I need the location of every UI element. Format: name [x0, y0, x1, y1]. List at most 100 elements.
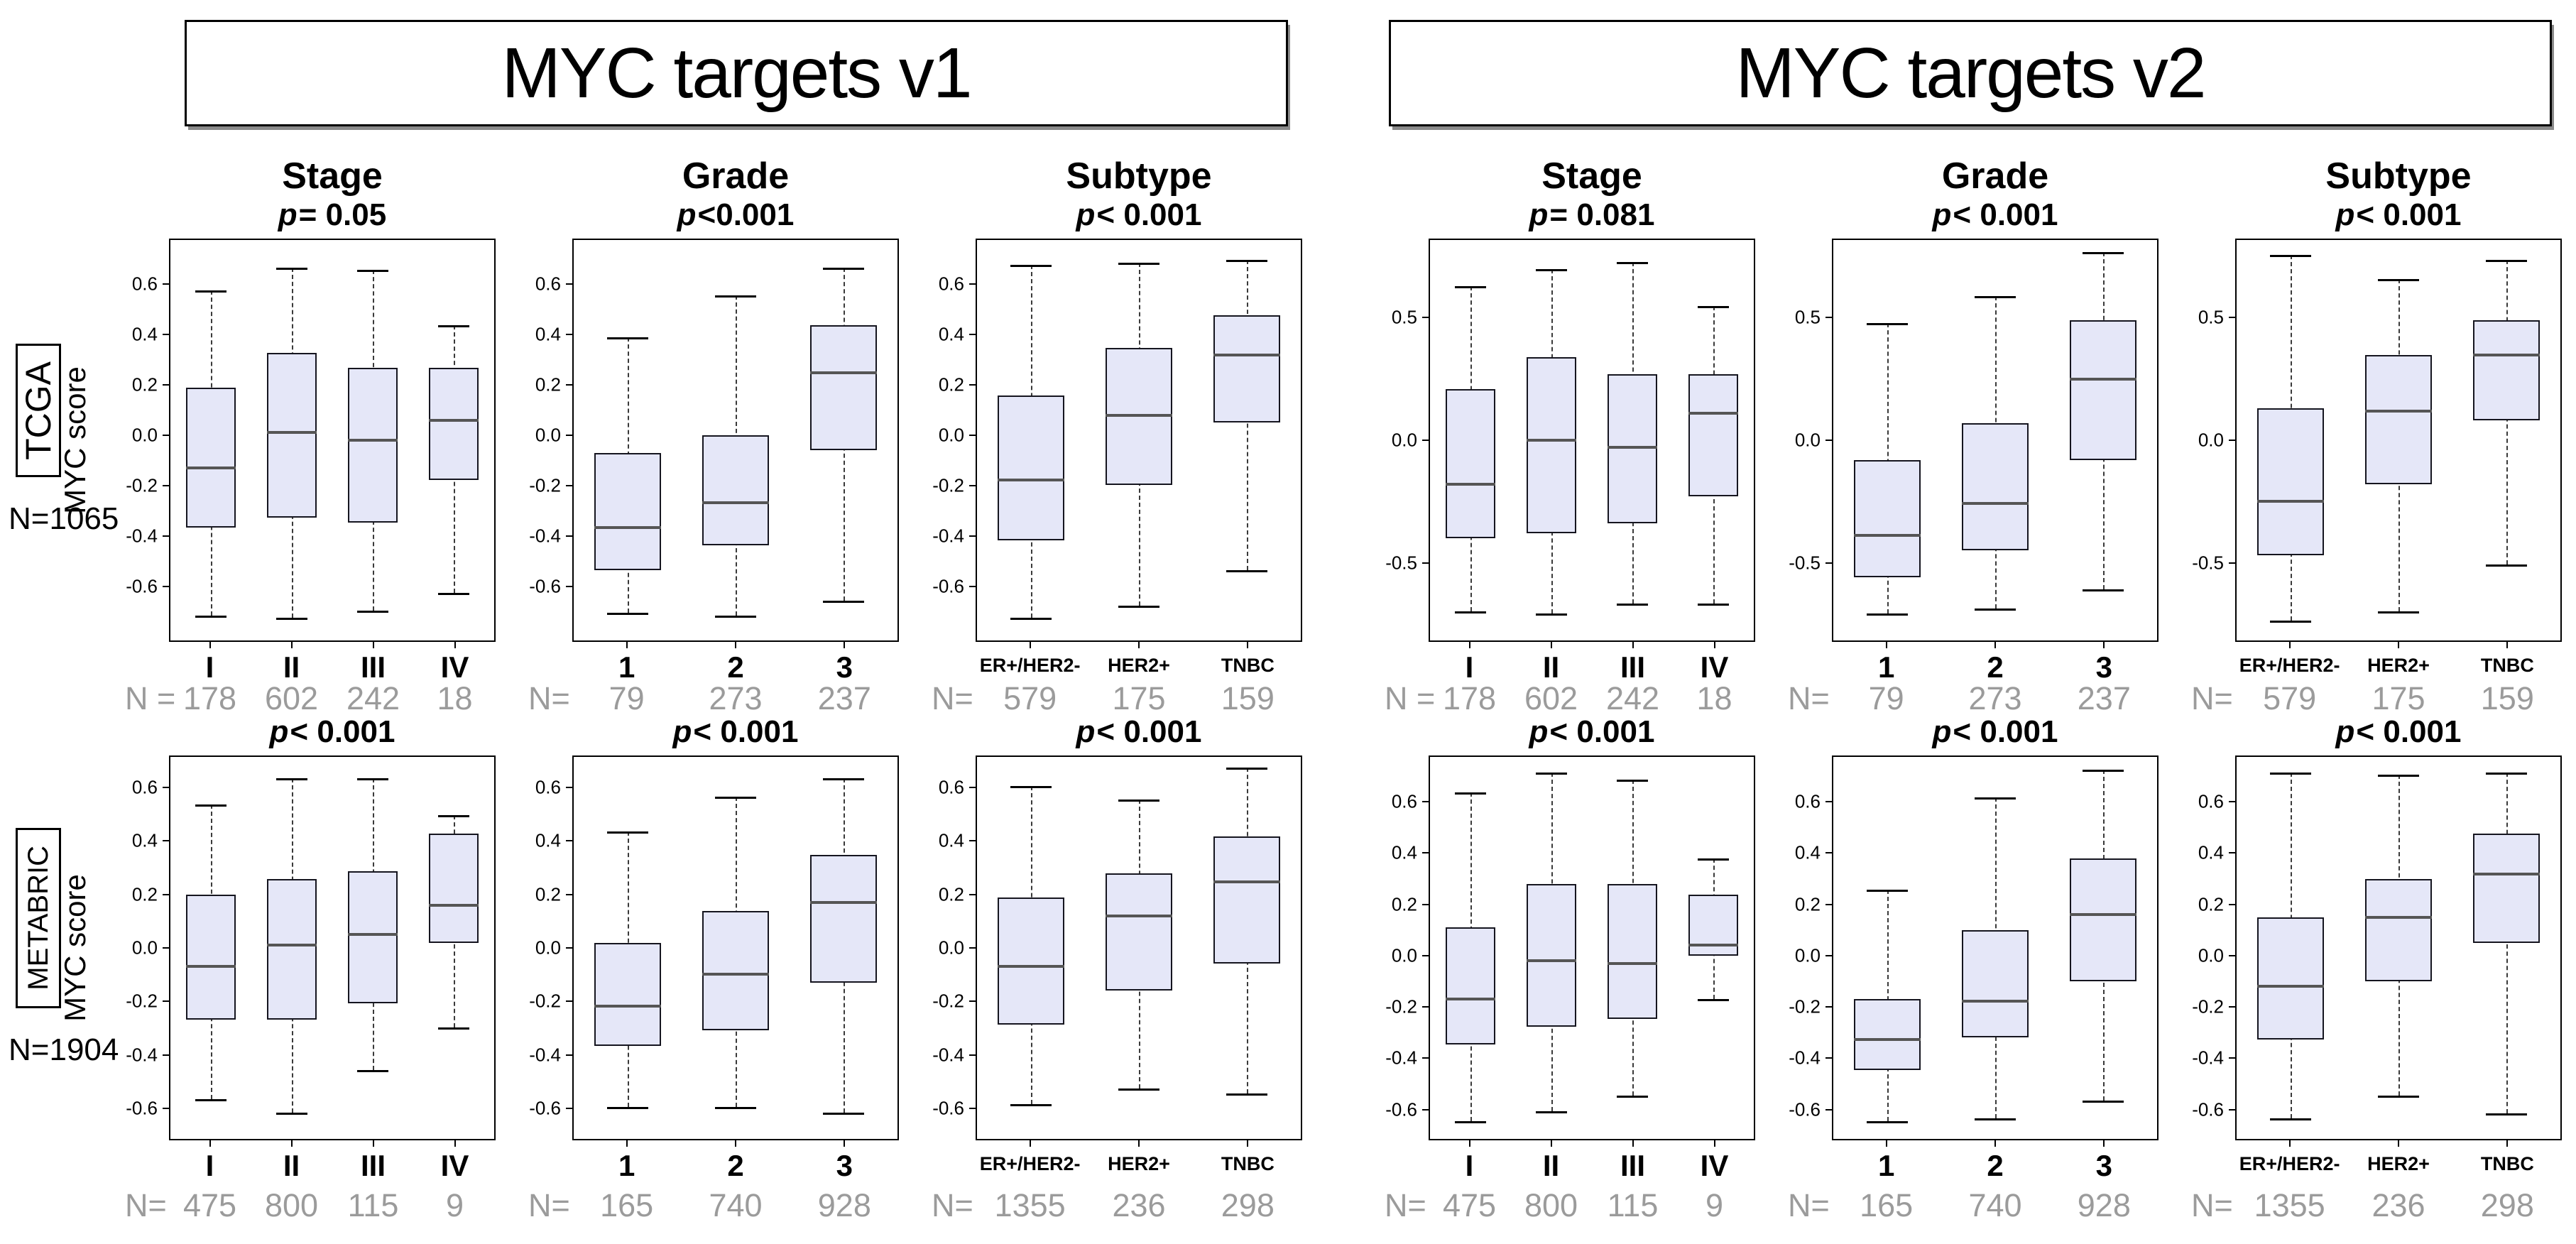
- y-axis-tick-mark: [1825, 1108, 1832, 1111]
- x-axis-tick-mark: [454, 1140, 456, 1147]
- median-line: [1853, 534, 1921, 538]
- y-axis-tick-label: 0.0: [938, 937, 964, 959]
- y-axis-tick-label: 0.2: [938, 373, 964, 395]
- category-label: HER2+: [1108, 1153, 1170, 1174]
- box: [347, 871, 398, 1004]
- y-axis-tick-mark: [566, 535, 572, 537]
- median-line: [1105, 413, 1173, 417]
- y-axis-tick-mark: [1825, 903, 1832, 905]
- y-axis-tick-mark: [163, 1000, 169, 1003]
- y-axis-tick-mark: [1825, 1006, 1832, 1008]
- sample-size-value: 79: [1868, 680, 1904, 716]
- whisker-cap-upper: [1455, 286, 1486, 289]
- y-axis-tick-label: -0.2: [2192, 995, 2224, 1017]
- sample-size-value: 237: [817, 680, 871, 716]
- column-header-stage-v1: Stage: [282, 156, 383, 197]
- p-symbol: p: [269, 714, 289, 749]
- whisker-cap-lower: [1010, 618, 1052, 621]
- x-axis-tick-mark: [1550, 642, 1552, 648]
- y-axis-tick-label: 0.6: [1391, 790, 1417, 812]
- y-axis-tick-mark: [969, 484, 976, 486]
- plot-area: [169, 755, 496, 1140]
- category-label: 1: [1877, 650, 1895, 684]
- column-header-subtype-v1: Subtype: [1066, 156, 1212, 197]
- y-axis-tick-mark: [163, 1107, 169, 1109]
- y-axis-tick-mark: [2229, 801, 2235, 803]
- p-symbol: p: [672, 714, 692, 749]
- sample-size-value: 298: [2480, 1187, 2534, 1223]
- boxplot-panel-metabric-v2-stage: p < 0.001 0.6 0.4 0.2 0.0 -0.2 -0.4 -0.6 I II II…: [1380, 714, 1755, 1224]
- x-axis-tick-mark: [2103, 642, 2105, 648]
- median-line: [1445, 482, 1496, 486]
- whisker-cap-lower: [2083, 1101, 2124, 1103]
- x-axis-tick-mark: [454, 642, 456, 648]
- p-value-label: p < 0.001: [1076, 714, 1202, 749]
- category-label: HER2+: [2367, 1153, 2430, 1174]
- p-symbol: p: [1076, 197, 1096, 232]
- category-label: ER+/HER2-: [979, 655, 1081, 676]
- category-label: TNBC: [1221, 1153, 1275, 1174]
- x-axis-tick-mark: [1713, 1140, 1715, 1147]
- x-axis-tick-mark: [1468, 1140, 1470, 1147]
- whisker-cap-lower: [2378, 1096, 2419, 1098]
- whisker-cap-lower: [1698, 604, 1729, 606]
- whisker-cap-upper: [357, 270, 388, 273]
- y-axis-tick-mark: [566, 840, 572, 842]
- median-line: [1526, 439, 1577, 442]
- x-axis-labels: ER+/HER2- HER2+ TNBC: [2235, 642, 2562, 676]
- plot-area: [572, 239, 899, 642]
- sample-sizes: N = 178 602 242 18: [1385, 676, 1755, 717]
- sample-sizes: N = 178 602 242 18: [125, 676, 496, 717]
- whisker-cap-upper: [2486, 259, 2527, 262]
- y-axis-tick-label: 0.2: [131, 883, 158, 905]
- y-axis-tick-mark: [1422, 562, 1429, 564]
- y-axis-tick-mark: [1422, 1057, 1429, 1059]
- median-line: [702, 973, 770, 976]
- y-axis-tick-label: -0.6: [932, 1097, 964, 1119]
- whisker-cap-lower: [1698, 998, 1729, 1001]
- median-line: [1445, 997, 1496, 1000]
- y-axis: 0.6 0.4 0.2 0.0 -0.2 -0.4 -0.6: [1380, 755, 1429, 1140]
- whisker-cap-upper: [1698, 858, 1729, 861]
- median-line: [594, 526, 662, 530]
- box: [347, 367, 398, 523]
- plot-area: [1832, 755, 2159, 1140]
- x-axis-labels: I II III IV: [169, 642, 496, 684]
- y-axis-tick-label: -0.4: [529, 525, 561, 547]
- whisker-cap-lower: [2270, 1118, 2311, 1121]
- whisker-cap-upper: [1455, 792, 1486, 795]
- y-axis-tick-mark: [1422, 852, 1429, 854]
- y-axis-tick-label: 0.6: [938, 273, 964, 295]
- median-line: [2472, 353, 2540, 356]
- category-label: 1: [618, 1149, 635, 1182]
- y-axis-tick-mark: [566, 484, 572, 486]
- sample-size-value: 1355: [994, 1187, 1066, 1223]
- x-axis-tick-mark: [2506, 1140, 2509, 1147]
- median-line: [1213, 354, 1281, 357]
- p-value-label: p < 0.001: [1529, 714, 1655, 749]
- box: [185, 895, 236, 1020]
- whisker-cap-lower: [1010, 1104, 1052, 1107]
- whisker-cap-upper: [357, 778, 388, 780]
- y-axis-tick-label: 0.6: [131, 776, 158, 798]
- y-axis-tick-label: 0.6: [535, 273, 561, 295]
- y-axis-tick-mark: [566, 383, 572, 386]
- whisker-cap-lower: [357, 610, 388, 613]
- category-label: 3: [2095, 1149, 2113, 1182]
- category-label: III: [1620, 1149, 1646, 1182]
- sample-size-value: 242: [1605, 680, 1660, 716]
- cohort-gutter-tcga: TCGA N=1065 MYC score: [9, 239, 119, 642]
- whisker-line: [2506, 772, 2508, 1114]
- y-axis-tick-label: -0.4: [2192, 1047, 2224, 1069]
- sample-size-value: 800: [264, 1187, 319, 1223]
- median-line: [1213, 880, 1281, 883]
- whisker-cap-lower: [1536, 613, 1567, 616]
- sample-size-value: 602: [264, 680, 319, 716]
- y-axis-tick-label: -0.4: [1789, 1047, 1821, 1069]
- category-label: 2: [727, 1149, 744, 1182]
- x-axis-tick-mark: [290, 1140, 293, 1147]
- sample-size-prefix: N=: [528, 680, 570, 716]
- x-axis-tick-mark: [844, 1140, 846, 1147]
- sample-sizes: N= 79 273 237: [528, 676, 899, 717]
- x-axis-tick-mark: [1713, 642, 1715, 648]
